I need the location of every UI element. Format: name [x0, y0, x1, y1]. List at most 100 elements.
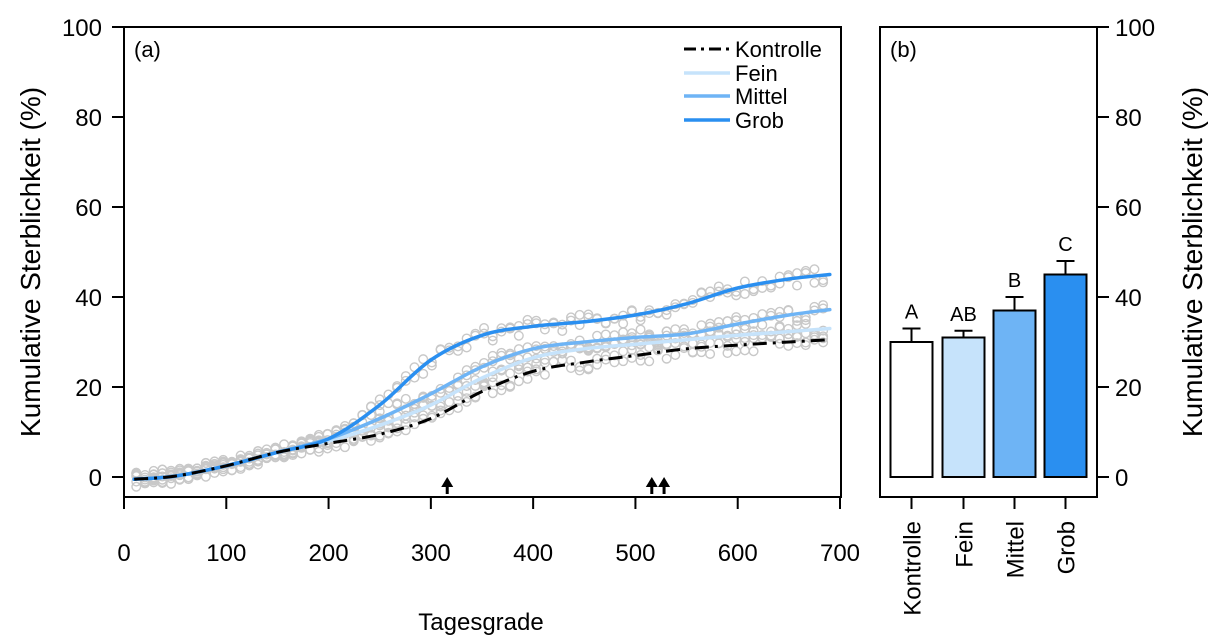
raw-data-point	[618, 346, 629, 357]
panel-b-label: (b)	[890, 37, 917, 62]
group-letter-mittel: B	[1008, 270, 1021, 292]
raw-data-point	[435, 401, 446, 412]
legend-label-grob: Grob	[735, 108, 784, 133]
raw-data-point	[696, 320, 707, 331]
panel-a-y-tick-label: 40	[75, 285, 102, 312]
panel-b-x-tick-label: Kontrolle	[900, 521, 927, 616]
raw-data-point	[461, 342, 472, 353]
raw-data-point	[426, 412, 437, 423]
panel-a-x-tick-label: 100	[206, 540, 246, 567]
raw-data-point	[505, 368, 516, 379]
panel-a-x-tick-label: 600	[718, 540, 758, 567]
raw-data-point	[731, 346, 742, 357]
raw-data-point	[513, 330, 524, 341]
panel-a-x-tick-label: 400	[513, 540, 553, 567]
raw-data-point	[583, 364, 594, 375]
raw-data-point	[713, 281, 724, 292]
raw-data-point	[574, 309, 585, 320]
panel-b-x-tick-label: Fein	[952, 521, 979, 568]
panel-a-series-lines	[132, 272, 832, 482]
group-letter-fein: AB	[950, 304, 977, 326]
panel-b-y-tick-label: 60	[1115, 195, 1142, 222]
legend-label-mittel: Mittel	[735, 84, 788, 109]
panel-b-y-axis-title: Kumulative Sterblichkeit (%)	[1177, 87, 1208, 437]
raw-data-point	[131, 481, 142, 492]
raw-data-point	[522, 373, 533, 384]
raw-data-point	[757, 309, 768, 320]
raw-data-point	[166, 478, 177, 489]
raw-data-point	[418, 368, 429, 379]
raw-data-point	[783, 329, 794, 340]
raw-data-point	[731, 312, 742, 323]
bar-kontrolle	[889, 341, 934, 478]
raw-data-point	[800, 315, 811, 326]
panel-b-y-tick-label: 40	[1115, 285, 1142, 312]
panel-a-y-tick-label: 60	[75, 195, 102, 222]
panel-a-y-axis: 0 20 40 60 80 100	[62, 15, 125, 492]
raw-data-point	[496, 385, 507, 396]
panel-b-bar-chart: A AB B C 0 20 40 60 80 100 Kontrolle Fein Mittel Gr…	[879, 15, 1208, 616]
raw-data-point	[418, 354, 429, 365]
raw-data-point	[739, 288, 750, 299]
panel-b-y-tick-label: 20	[1115, 375, 1142, 402]
raw-data-point	[635, 324, 646, 335]
bar-mittel	[992, 309, 1037, 478]
panel-a-y-tick-label: 20	[75, 375, 102, 402]
group-letter-kontrolle: A	[905, 302, 919, 324]
bar-grob	[1043, 273, 1088, 478]
raw-data-point	[479, 378, 490, 389]
panel-a-label: (a)	[134, 37, 161, 62]
raw-data-point	[479, 322, 490, 333]
raw-data-point	[339, 442, 350, 453]
raw-data-point	[679, 341, 690, 352]
raw-data-point	[592, 359, 603, 370]
event-arrow-head	[441, 477, 454, 487]
raw-data-point	[400, 393, 411, 404]
raw-data-point	[557, 325, 568, 336]
raw-data-point	[487, 350, 498, 361]
raw-data-point	[661, 353, 672, 364]
raw-data-point	[400, 425, 411, 436]
raw-data-point	[809, 264, 820, 275]
raw-data-point	[705, 348, 716, 359]
raw-data-point	[713, 317, 724, 328]
raw-data-point	[609, 350, 620, 361]
event-arrow-head	[658, 477, 671, 487]
bar-fein	[941, 336, 986, 478]
panel-b-y-tick-label: 80	[1115, 105, 1142, 132]
panel-b-x-axis: Kontrolle Fein Mittel Grob	[900, 496, 1081, 616]
panel-a-y-tick-label: 80	[75, 105, 102, 132]
raw-data-point	[209, 456, 220, 467]
panel-a-y-tick-label: 100	[62, 15, 102, 42]
event-arrow-head	[645, 477, 658, 487]
group-letter-grob: C	[1058, 234, 1072, 256]
raw-data-point	[287, 450, 298, 461]
raw-data-point	[487, 388, 498, 399]
raw-data-point	[739, 345, 750, 356]
panel-a-x-tick-label: 700	[820, 540, 860, 567]
raw-data-point	[792, 280, 803, 291]
series-line-kontrolle	[134, 338, 830, 481]
panel-a-y-tick-label: 0	[89, 465, 102, 492]
raw-data-point	[618, 356, 629, 367]
legend-label-fein: Fein	[735, 61, 778, 86]
panel-b-x-tick-label: Grob	[1054, 521, 1081, 574]
legend-label-kontrolle: Kontrolle	[735, 37, 822, 62]
raw-data-point	[670, 350, 681, 361]
raw-data-point	[565, 315, 576, 326]
raw-data-point	[400, 375, 411, 386]
panel-a-event-arrows	[441, 477, 671, 494]
raw-data-point	[644, 356, 655, 367]
raw-data-point	[818, 277, 829, 288]
panel-a-x-tick-label: 200	[309, 540, 349, 567]
panel-b-y-axis: 0 20 40 60 80 100	[1096, 15, 1155, 492]
panel-a-y-axis-title: Kumulative Sterblichkeit (%)	[15, 87, 46, 437]
panel-a-x-axis: 0 100 200 300 400 500 600 700	[117, 496, 860, 567]
raw-data-point	[505, 381, 516, 392]
panel-b-x-tick-label: Mittel	[1003, 521, 1030, 578]
panel-b-y-tick-label: 100	[1115, 15, 1155, 42]
raw-data-point	[644, 329, 655, 340]
raw-data-point	[531, 358, 542, 369]
